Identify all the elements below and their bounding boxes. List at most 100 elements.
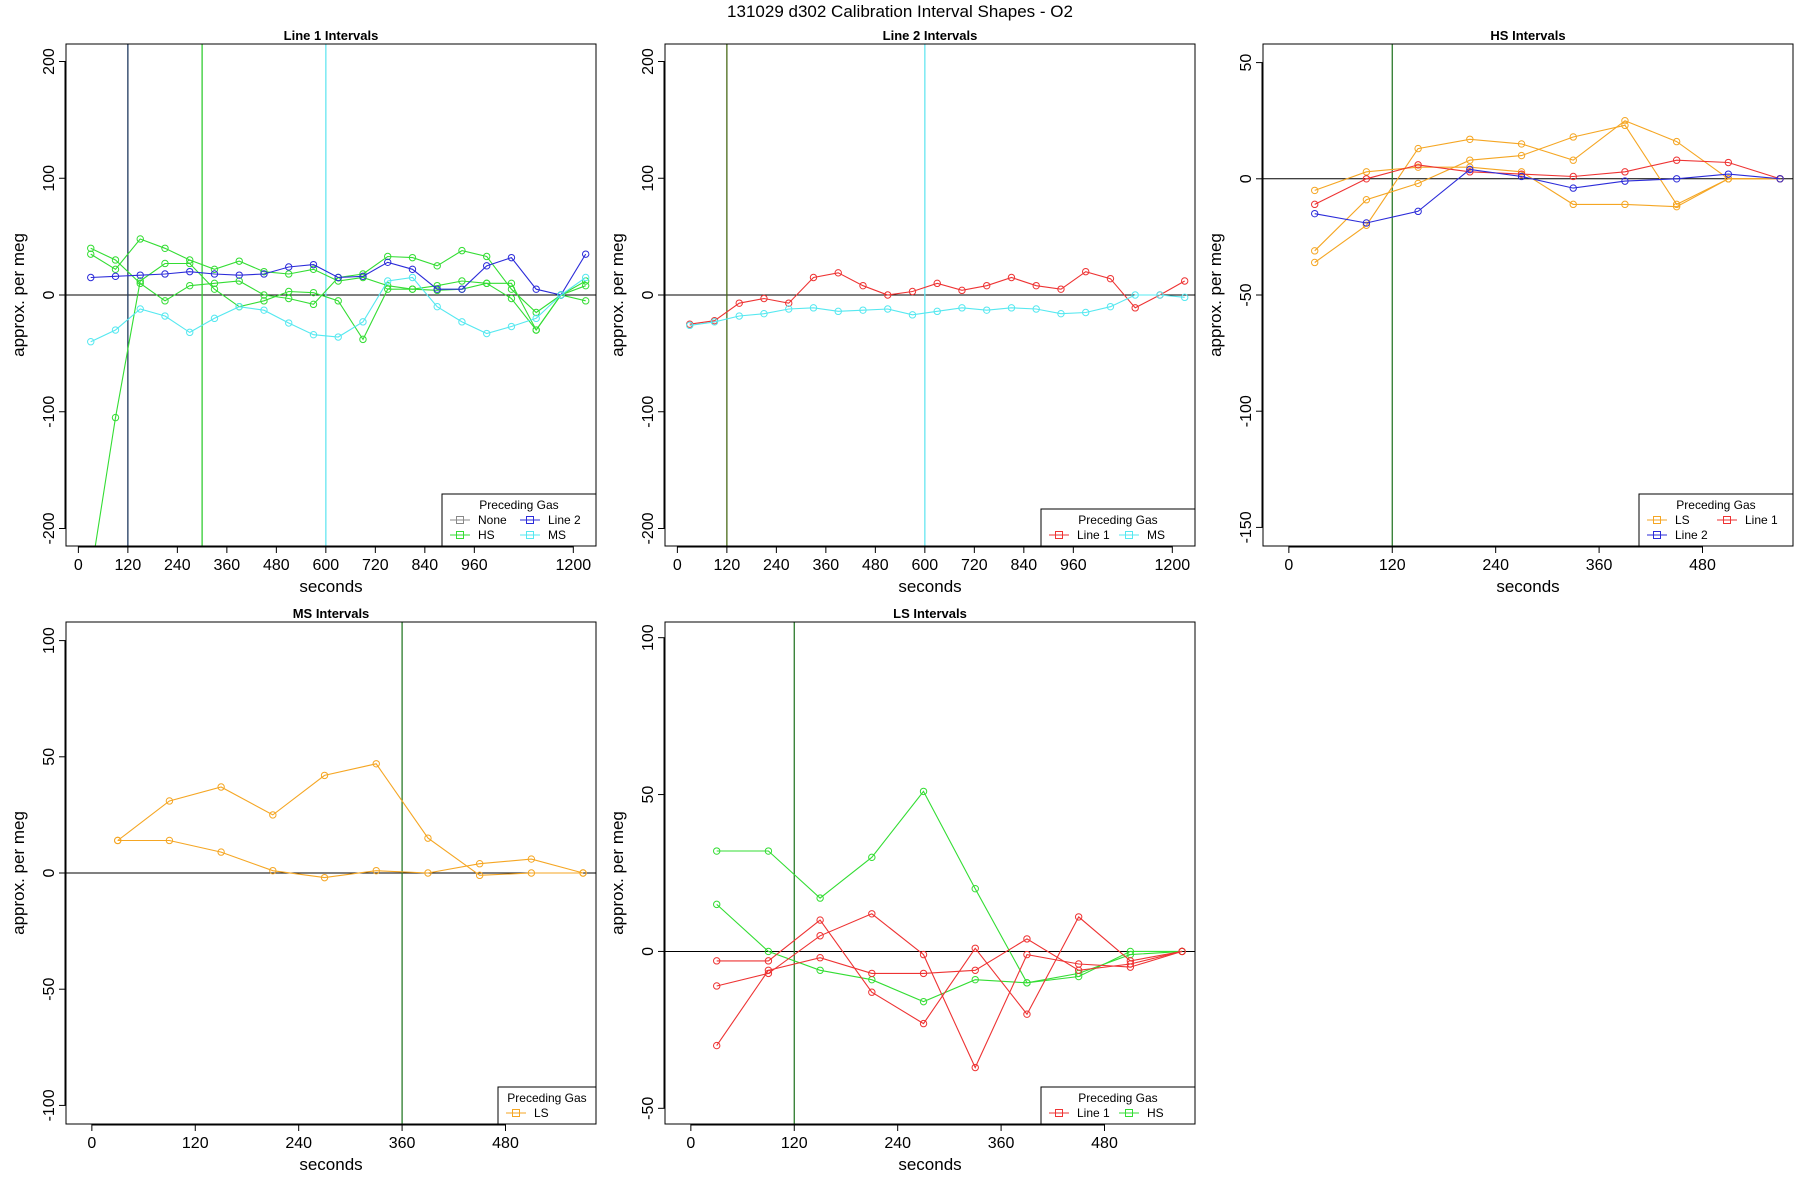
legend-box — [1040, 508, 1196, 547]
plot-area — [665, 622, 1195, 1124]
x-tick-label: 120 — [1379, 557, 1406, 574]
legend-swatch-marker — [1055, 531, 1063, 539]
legend-swatch-marker — [1723, 516, 1731, 524]
data-point — [581, 281, 590, 290]
data-point — [359, 335, 367, 344]
series-line — [689, 294, 1185, 326]
data-point — [408, 265, 417, 274]
data-point — [1057, 309, 1065, 318]
data-point — [87, 273, 95, 282]
legend-item: LS — [506, 1106, 549, 1120]
data-point — [1156, 291, 1164, 299]
legend-item: LS — [1647, 513, 1690, 527]
series-line — [1314, 120, 1781, 263]
legend-label: HS — [478, 528, 495, 542]
series-line — [1314, 168, 1781, 224]
data-point — [532, 326, 540, 334]
x-tick-label: 480 — [1091, 1135, 1118, 1152]
data-point — [114, 836, 122, 845]
y-axis-label: approx. per meg — [608, 233, 627, 357]
series-line — [1314, 159, 1781, 205]
data-point — [320, 771, 329, 780]
plot-area — [66, 622, 596, 1124]
plot-frame — [1262, 43, 1794, 547]
legend-box — [1040, 1086, 1196, 1125]
data-point — [919, 787, 928, 796]
data-point — [260, 267, 268, 276]
data-point — [1082, 308, 1090, 317]
data-point — [1621, 116, 1629, 125]
data-point — [1131, 304, 1139, 312]
x-tick-label: 240 — [1482, 557, 1509, 574]
data-point — [859, 306, 867, 314]
y-tick-label: 100 — [41, 627, 58, 654]
data-point — [919, 969, 928, 978]
data-point — [1180, 277, 1189, 285]
data-point — [1672, 156, 1681, 164]
data-point — [235, 271, 243, 279]
x-axis-label: seconds — [299, 577, 362, 596]
x-axis-label: seconds — [1496, 577, 1559, 596]
data-point — [507, 322, 516, 331]
data-point — [1414, 207, 1422, 216]
data-point — [884, 305, 892, 313]
x-tick-label: 0 — [686, 1135, 695, 1152]
data-point — [111, 265, 120, 274]
data-point — [507, 294, 516, 303]
series-2 — [713, 900, 1186, 1006]
data-point — [483, 262, 491, 270]
data-point — [1007, 273, 1016, 282]
x-axis: 0 120 240 360 480 seconds — [87, 1124, 519, 1174]
data-point — [433, 262, 441, 270]
data-point — [971, 884, 979, 893]
data-point — [760, 309, 768, 318]
data-point — [210, 285, 219, 293]
y-axis: -100 -50 0 50 100 approx. per meg — [9, 627, 66, 1121]
y-tick-label: 50 — [1238, 54, 1255, 72]
x-tick-label: 960 — [461, 557, 488, 574]
x-tick-label: 1200 — [556, 557, 592, 574]
series-line — [716, 903, 1183, 1003]
data-point — [713, 847, 721, 855]
data-point — [1517, 140, 1526, 148]
data-point — [581, 273, 590, 282]
data-point — [408, 253, 417, 262]
data-point — [1517, 168, 1526, 176]
data-point — [372, 866, 380, 875]
data-point — [983, 306, 991, 314]
legend-label: LS — [1675, 513, 1690, 527]
legend-swatch-marker — [1125, 531, 1133, 539]
data-point — [764, 947, 773, 956]
data-point — [1672, 202, 1681, 211]
data-point — [579, 869, 587, 877]
data-point — [764, 847, 773, 855]
series-line — [1314, 166, 1781, 208]
data-point — [1724, 170, 1733, 178]
legend-item: Line 1 — [1717, 513, 1778, 527]
data-point — [816, 954, 824, 962]
legend-label: Line 2 — [1675, 528, 1708, 542]
x-axis-label: seconds — [299, 1155, 362, 1174]
data-point — [1032, 281, 1040, 290]
plot-area — [1263, 44, 1793, 546]
data-point — [210, 314, 219, 323]
x-tick-label: 0 — [1284, 557, 1293, 574]
data-point — [868, 969, 876, 978]
data-point — [809, 273, 818, 282]
legend-item: MS — [1119, 528, 1165, 542]
data-point — [919, 1019, 928, 1028]
data-point — [713, 982, 721, 990]
data-point — [87, 337, 95, 346]
data-point — [1672, 137, 1681, 146]
legend-label: HS — [1147, 1106, 1164, 1120]
data-point — [1466, 135, 1474, 143]
y-tick-label: 0 — [41, 868, 58, 877]
y-tick-label: -50 — [640, 1097, 657, 1120]
x-tick-label: 720 — [362, 557, 389, 574]
data-point — [1621, 200, 1629, 209]
y-tick-label: 100 — [41, 165, 58, 192]
x-tick-label: 240 — [884, 1135, 911, 1152]
